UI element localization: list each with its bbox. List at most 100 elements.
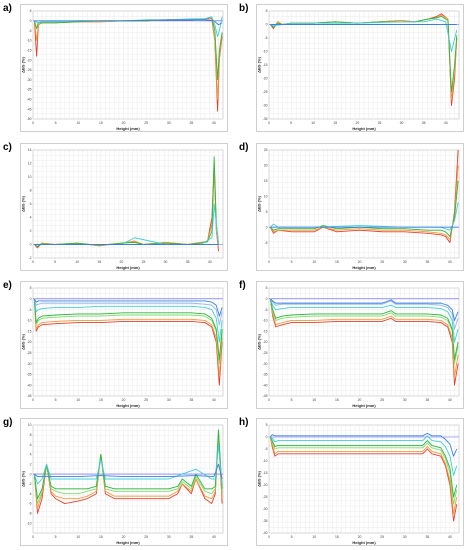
y-tick-label: -10 [27, 521, 32, 525]
x-tick-label: 5 [291, 398, 293, 402]
y-tick-label: 10 [28, 423, 32, 427]
series-line [33, 298, 223, 365]
series-line [269, 298, 459, 360]
x-tick-label: 40 [448, 260, 452, 264]
plot-area [32, 287, 224, 397]
y-tick-label: -25 [27, 68, 32, 72]
plot-frame: 0 5 10 15 20 25 30 35 40 25 20 15 10 5 0 -5 Height (mm) Δ… [256, 143, 464, 271]
y-tick-label: -15 [27, 48, 32, 52]
series-line [33, 434, 223, 509]
x-tick-label: 25 [380, 535, 384, 539]
x-axis-label: Height (mm) [352, 126, 376, 131]
x-tick-label: 5 [55, 121, 57, 125]
y-tick-label: 5 [266, 423, 268, 427]
series-line [270, 14, 458, 101]
x-tick-label: 30 [167, 535, 171, 539]
y-tick-label: -5 [264, 447, 267, 451]
chart-svg: 0 5 10 15 20 25 30 35 40 5 0 -5 -10 -15 -20 -25 -30 -35 -4… [257, 286, 460, 408]
y-tick-label: -8 [28, 512, 31, 516]
x-tick-label: 30 [167, 398, 171, 402]
series-line [269, 298, 459, 378]
plot-frame: 0 5 10 15 20 25 30 35 40 14 12 10 8 6 4 2 0 -2 Height (mm)… [20, 143, 228, 271]
y-tick-label: 12 [28, 162, 32, 166]
series-line [33, 434, 223, 514]
y-tick-label: -10 [27, 39, 32, 43]
x-tick-label: 0 [32, 535, 34, 539]
y-tick-label: 0 [30, 243, 32, 247]
y-tick-label: -5 [264, 36, 267, 40]
x-tick-label: 30 [403, 260, 407, 264]
series-line [34, 203, 220, 245]
grid [268, 424, 460, 534]
x-tick-label: 25 [380, 398, 384, 402]
panel-h: h) 0 5 10 15 20 25 30 35 40 5 0 -5 -10 -15 -20 -25 -30 -35… [236, 414, 466, 548]
chart-svg: 0 5 10 15 20 25 30 35 40 25 20 15 10 5 0 -5 Height (mm) Δ… [257, 148, 460, 270]
x-tick-label: 10 [312, 260, 316, 264]
panel-label: e) [3, 280, 12, 291]
y-tick-label: -35 [27, 88, 32, 92]
series-line [33, 298, 223, 343]
panel-label: d) [239, 142, 249, 153]
y-tick-label: -35 [27, 373, 32, 377]
x-tick-label: 25 [144, 535, 148, 539]
series-line [33, 16, 223, 81]
x-tick-label: 20 [355, 121, 359, 125]
panel-label: b) [239, 3, 249, 14]
y-tick-label: -5 [28, 29, 31, 33]
series-line [33, 429, 223, 500]
series-line [269, 298, 459, 365]
series-line [269, 436, 458, 522]
series-line [33, 298, 223, 360]
x-tick-label: 5 [291, 260, 293, 264]
series-line [270, 180, 459, 237]
x-tick-label: 30 [403, 398, 407, 402]
y-tick-label: -25 [27, 351, 32, 355]
y-tick-label: -45 [27, 394, 32, 398]
y-tick-label: 10 [264, 194, 268, 198]
x-tick-label: 0 [268, 535, 270, 539]
series-line [269, 436, 458, 505]
y-tick-label: -40 [263, 383, 268, 387]
y-tick-label: 15 [264, 179, 268, 183]
x-tick-label: 0 [268, 121, 270, 125]
y-tick-label: -15 [27, 329, 32, 333]
x-tick-label: 10 [76, 121, 80, 125]
x-axis-label: Height (mm) [116, 126, 140, 131]
y-axis-label: ΔBS (%) [257, 333, 262, 349]
chart-svg: 0 5 10 15 20 25 30 35 401086420-2-4-6-8-10Height… [21, 423, 224, 545]
y-axis-label: ΔBS (%) [257, 56, 262, 72]
x-tick-label: 5 [55, 398, 57, 402]
series-line [270, 18, 458, 52]
y-tick-label: 25 [264, 148, 268, 152]
x-tick-label: 35 [186, 260, 190, 264]
x-tick-label: 20 [122, 535, 126, 539]
grid [32, 10, 224, 120]
panel-b: b) 0 5 10 15 20 25 30 35 40 5 0 -5 -10 -15 -20 -25 -30 -35… [236, 0, 466, 134]
y-tick-label: -40 [27, 383, 32, 387]
y-tick-label: -20 [263, 77, 268, 81]
y-tick-label: 0 [266, 435, 268, 439]
x-tick-label: 20 [122, 121, 126, 125]
y-tick-label: -15 [263, 329, 268, 333]
y-tick-label: -30 [27, 78, 32, 82]
panel-label: a) [3, 3, 12, 14]
x-tick-label: 15 [335, 535, 339, 539]
x-tick-label: 35 [189, 398, 193, 402]
y-tick-label: -6 [28, 502, 31, 506]
x-axis-label: Height (mm) [352, 265, 376, 270]
y-tick-label: -25 [263, 90, 268, 94]
y-tick-label: 6 [30, 443, 32, 447]
x-tick-label: 35 [189, 535, 193, 539]
y-tick-label: -25 [263, 495, 268, 499]
plot-frame: 0 5 10 15 20 25 30 35 40 5 0 -5 -10 -15 -20 -25 -30 -35 He… [256, 4, 464, 132]
plot-frame: 0 5 10 15 20 25 30 35 40 5 0 -5 -10 -15 -20 -25 -30 -35 -4… [20, 281, 228, 409]
y-tick-label: -5 [264, 308, 267, 312]
y-tick-label: -10 [263, 319, 268, 323]
x-axis-label: Height (mm) [116, 403, 140, 408]
series-line [270, 435, 458, 476]
y-tick-label: 5 [266, 210, 268, 214]
y-tick-label: -10 [263, 459, 268, 463]
y-tick-label: -20 [263, 340, 268, 344]
plot-area [268, 287, 460, 397]
